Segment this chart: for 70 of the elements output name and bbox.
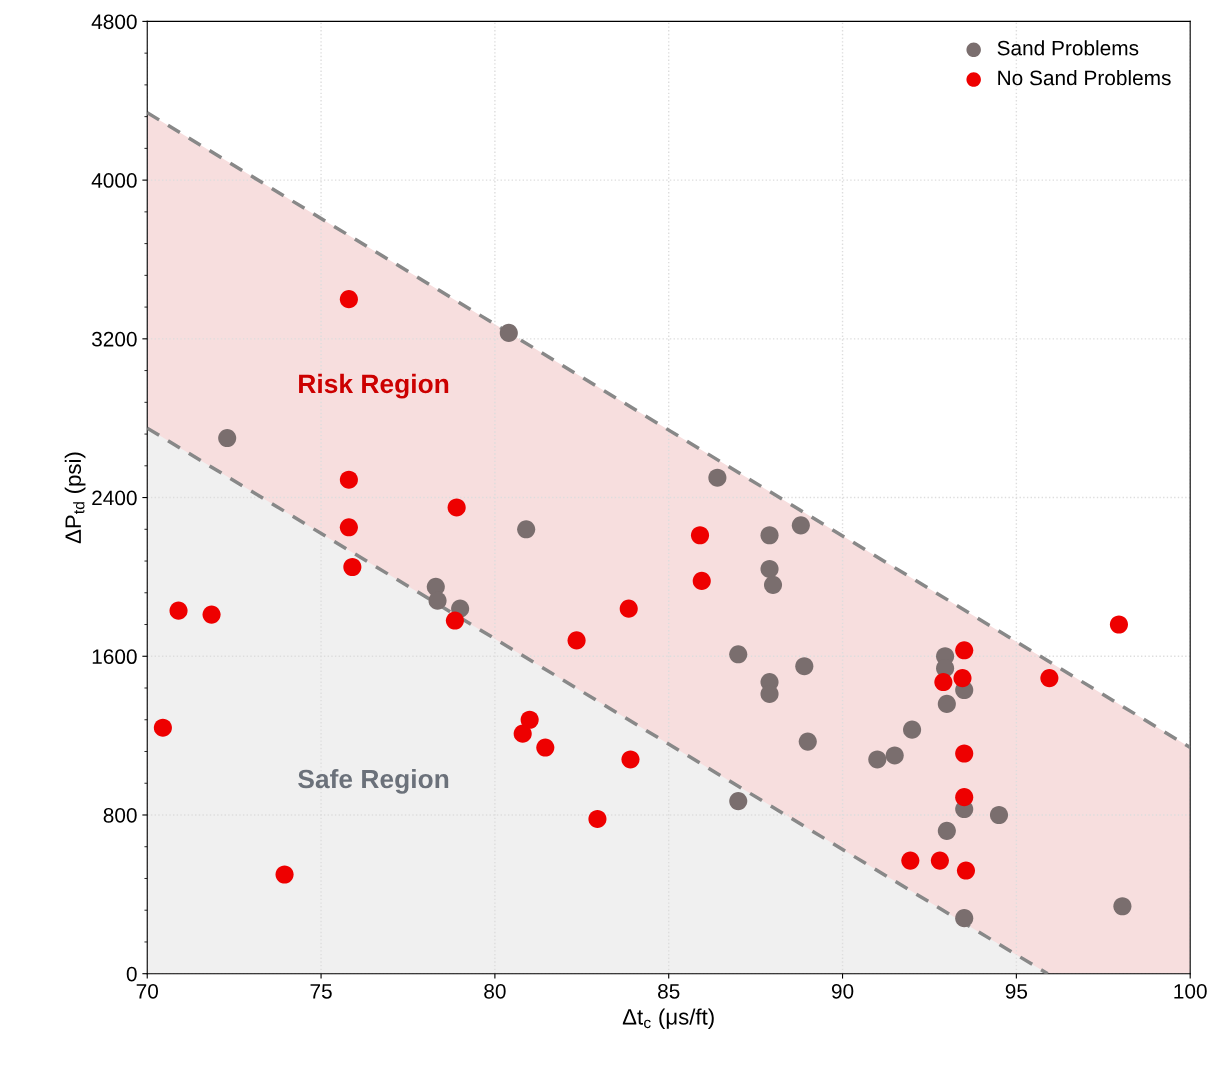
point bbox=[903, 720, 922, 739]
point bbox=[763, 575, 783, 594]
y-tick-label: 3200 bbox=[91, 331, 137, 347]
y-tick-label: 1600 bbox=[92, 649, 137, 665]
point bbox=[760, 526, 779, 545]
x-tick-label: 95 bbox=[1005, 983, 1028, 999]
point bbox=[868, 750, 887, 769]
y-tick-label: 0 bbox=[126, 966, 137, 982]
point bbox=[499, 323, 518, 342]
point bbox=[1113, 897, 1132, 916]
point bbox=[956, 861, 976, 880]
point bbox=[275, 865, 294, 884]
point bbox=[955, 909, 974, 928]
point bbox=[729, 792, 748, 811]
point bbox=[692, 571, 711, 590]
point bbox=[1040, 669, 1059, 688]
point bbox=[690, 526, 710, 545]
point bbox=[619, 599, 638, 618]
point bbox=[955, 641, 974, 660]
y-tick-label: 800 bbox=[103, 807, 137, 823]
point bbox=[989, 805, 1009, 825]
point bbox=[218, 428, 237, 448]
point bbox=[795, 657, 814, 676]
x-tick-label: 75 bbox=[310, 984, 332, 999]
point bbox=[536, 738, 555, 757]
point bbox=[953, 669, 972, 688]
point bbox=[517, 520, 536, 539]
point bbox=[339, 518, 358, 537]
point bbox=[934, 673, 953, 692]
point bbox=[567, 631, 586, 650]
point bbox=[169, 601, 188, 620]
point bbox=[447, 498, 466, 517]
x-tick-label: 85 bbox=[658, 983, 680, 999]
x-tick-label: 80 bbox=[484, 983, 506, 999]
y-tick-label: 4000 bbox=[91, 173, 137, 188]
point bbox=[1109, 615, 1128, 634]
point bbox=[339, 470, 358, 489]
x-tick-label: 90 bbox=[831, 983, 854, 999]
point bbox=[621, 750, 640, 769]
point bbox=[798, 732, 817, 751]
point bbox=[955, 744, 974, 763]
y-axis-title: ΔP$_{td}$ (psi) bbox=[64, 452, 86, 544]
y-tick-label: 4800 bbox=[91, 14, 137, 30]
annotation: Risk Region bbox=[299, 373, 449, 399]
point bbox=[937, 694, 956, 713]
point bbox=[339, 290, 358, 309]
x-axis-title: Δt$_{c}$ (μs/ft) bbox=[622, 1008, 714, 1030]
point bbox=[901, 851, 920, 870]
point bbox=[760, 559, 779, 579]
y-tick-label: 2400 bbox=[92, 490, 137, 506]
point bbox=[153, 718, 172, 737]
point bbox=[445, 611, 464, 630]
legend-label: No Sand Problems bbox=[998, 69, 1171, 86]
x-tick-label: 70 bbox=[136, 983, 159, 999]
point bbox=[588, 809, 607, 829]
point bbox=[202, 605, 221, 624]
point bbox=[937, 821, 956, 840]
legend-label: Sand Problems bbox=[997, 40, 1139, 56]
point bbox=[885, 746, 904, 765]
point bbox=[513, 724, 532, 743]
point bbox=[708, 468, 727, 487]
point bbox=[729, 645, 748, 664]
point bbox=[520, 710, 539, 729]
point bbox=[428, 591, 447, 610]
annotation: Safe Region bbox=[298, 768, 449, 794]
point bbox=[955, 788, 974, 807]
point bbox=[343, 557, 362, 577]
x-tick-label: 100 bbox=[1174, 983, 1207, 999]
point bbox=[930, 851, 949, 870]
point bbox=[791, 516, 810, 535]
